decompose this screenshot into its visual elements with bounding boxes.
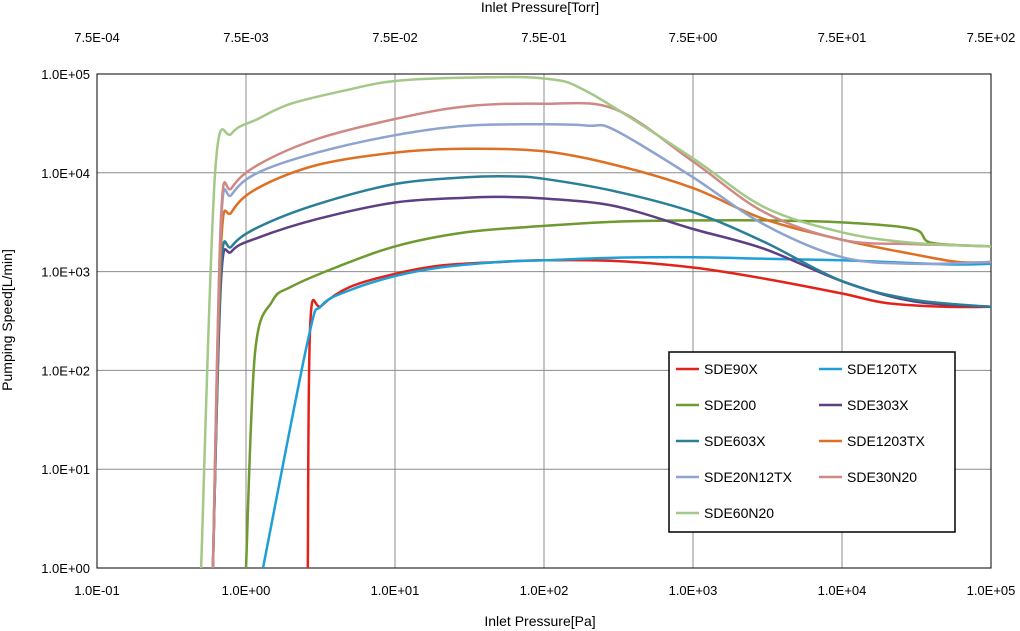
top-x-tick-label: 7.5E-02 xyxy=(372,30,418,45)
legend-box xyxy=(668,351,956,533)
top-x-tick-label: 7.5E-01 xyxy=(521,30,567,45)
top-x-tick-label: 7.5E+01 xyxy=(818,30,867,45)
plot-frame xyxy=(96,73,992,569)
legend-label-sde60n20: SDE60N20 xyxy=(704,505,774,521)
x-tick-label: 1.0E-01 xyxy=(74,583,120,598)
legend-label-sde603x: SDE603X xyxy=(704,433,766,449)
legend-label-sde90x: SDE90X xyxy=(704,361,758,377)
top-x-tick-label: 7.5E+00 xyxy=(669,30,718,45)
series-line-sde30n20 xyxy=(211,101,992,569)
series-line-sde1203tx xyxy=(211,147,992,569)
top-x-tick-label: 7.5E-03 xyxy=(223,30,269,45)
x-tick-label: 1.0E+05 xyxy=(967,583,1016,598)
y-tick-label: 1.0E+02 xyxy=(41,363,90,378)
tick-labels: 1.0E-01 7.5E-04 1.0E+00 7.5E-03 1.0E+01 7.5E-… xyxy=(41,30,1015,598)
legend-label-sde303x: SDE303X xyxy=(847,397,909,413)
series-line-sde20n12tx xyxy=(211,122,992,569)
series-line-sde200 xyxy=(244,218,992,569)
legend-label-sde20n12tx: SDE20N12TX xyxy=(704,469,793,485)
series-line-sde303x xyxy=(211,195,992,569)
y-axis-title: Pumping Speed[L/min] xyxy=(0,249,15,391)
legend-label-sde1203tx: SDE1203TX xyxy=(847,433,925,449)
x-tick-label: 1.0E+00 xyxy=(222,583,271,598)
y-tick-label: 1.0E+04 xyxy=(41,166,90,181)
series-line-sde60n20 xyxy=(199,75,992,569)
top-x-axis-title: Inlet Pressure[Torr] xyxy=(481,0,599,15)
legend-label-sde30n20: SDE30N20 xyxy=(847,469,917,485)
y-tick-label: 1.0E+03 xyxy=(41,265,90,280)
top-x-tick-label: 7.5E+02 xyxy=(967,30,1016,45)
y-tick-label: 1.0E+00 xyxy=(41,561,90,576)
x-tick-label: 1.0E+03 xyxy=(669,583,718,598)
legend-label-sde120tx: SDE120TX xyxy=(847,361,918,377)
x-axis-title: Inlet Pressure[Pa] xyxy=(484,613,595,629)
series-lines xyxy=(199,75,992,569)
top-x-tick-label: 7.5E-04 xyxy=(74,30,120,45)
x-tick-label: 1.0E+01 xyxy=(371,583,420,598)
legend: SDE90X SDE120TX SDE200 SDE303X SDE603X SDE120… xyxy=(668,351,956,533)
legend-label-sde200: SDE200 xyxy=(704,397,756,413)
x-tick-label: 1.0E+04 xyxy=(818,583,867,598)
series-line-sde603x xyxy=(211,174,992,569)
x-tick-label: 1.0E+02 xyxy=(520,583,569,598)
y-tick-label: 1.0E+01 xyxy=(41,462,90,477)
y-tick-label: 1.0E+05 xyxy=(41,67,90,82)
